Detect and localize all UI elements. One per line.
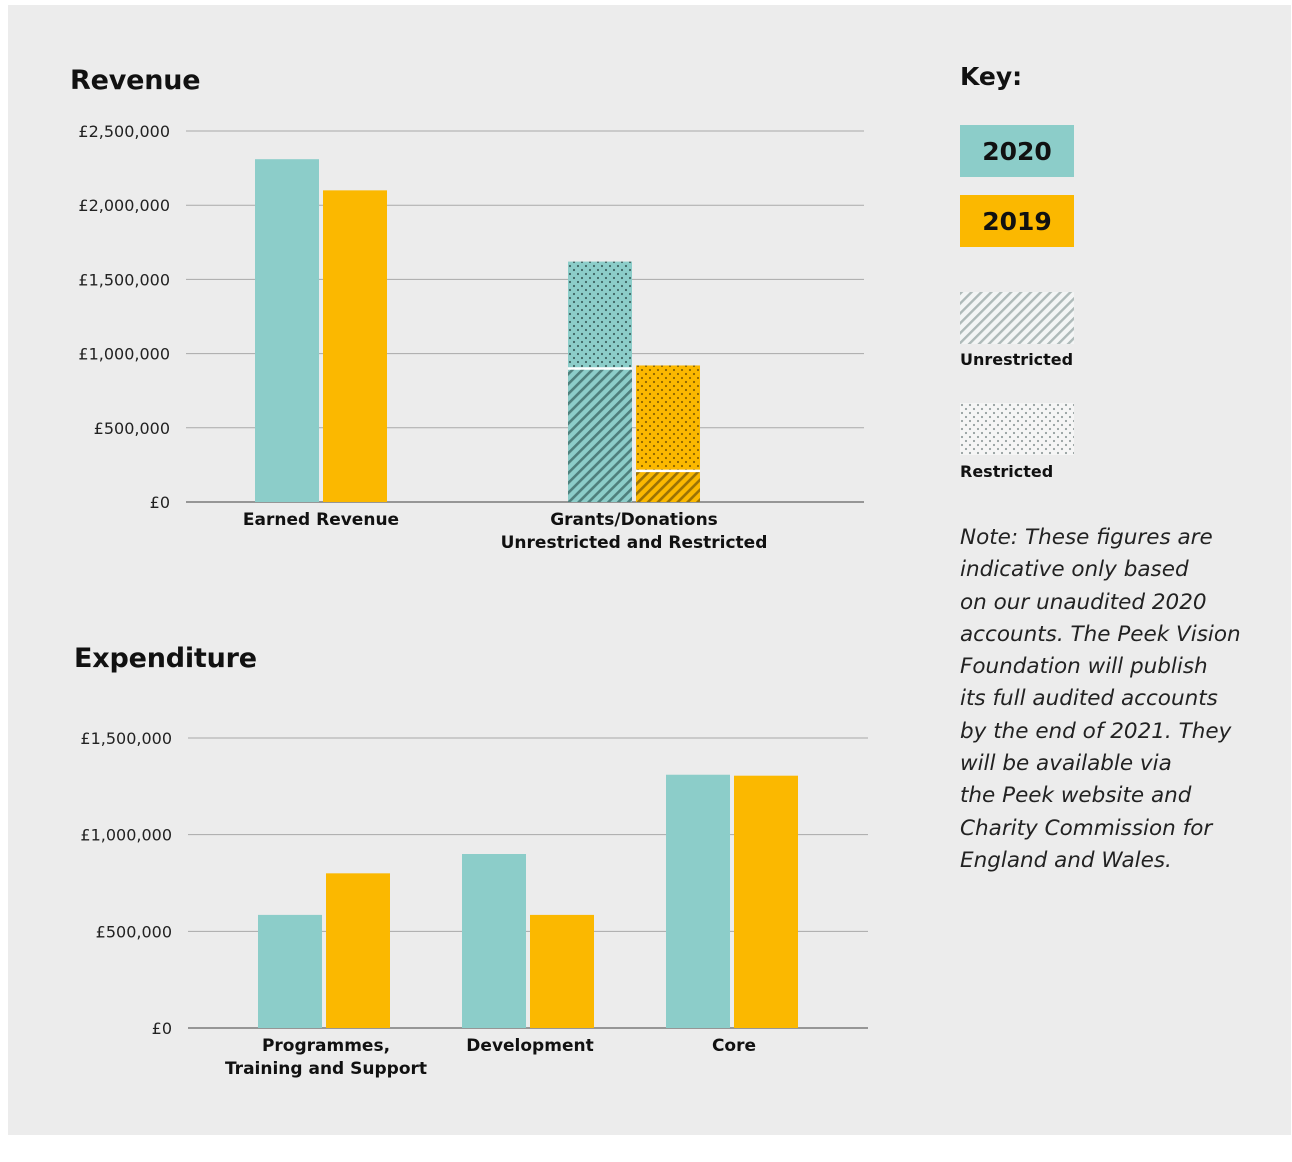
unrestricted-label: Unrestricted <box>960 350 1074 369</box>
bar-2019 <box>734 775 798 1028</box>
background-panel <box>8 5 1291 1135</box>
bar-2020 <box>255 159 319 503</box>
y-tick-label: £1,000,000 <box>78 345 170 364</box>
expenditure-title: Expenditure <box>74 643 257 674</box>
restricted-label: Restricted <box>960 462 1054 481</box>
legend-2019-label: 2019 <box>982 206 1052 236</box>
key-title: Key: <box>960 62 1023 91</box>
y-tick-label: £1,500,000 <box>80 729 172 748</box>
y-tick-label: £0 <box>150 493 170 512</box>
category-label: Programmes, <box>262 1036 390 1056</box>
revenue-title: Revenue <box>70 65 201 96</box>
bar-2020 <box>666 774 730 1028</box>
y-tick-label: £1,000,000 <box>80 826 172 845</box>
restricted-pattern-swatch <box>960 403 1074 455</box>
y-tick-label: £0 <box>152 1019 172 1038</box>
bar-2019 <box>323 190 387 503</box>
bar-2019 <box>326 873 390 1028</box>
unrestricted-pattern-swatch <box>960 292 1074 344</box>
bar-2020 <box>258 914 322 1028</box>
bar-2020-restricted <box>568 261 632 369</box>
expenditure-chart: £0 £500,000 £1,000,000 £1,500,000 Programmes… <box>80 729 868 1079</box>
category-label: Unrestricted and Restricted <box>501 533 768 553</box>
y-tick-label: £1,500,000 <box>78 270 170 289</box>
revenue-chart: £0 £500,000 £1,000,000 £1,500,000 £2,000,000… <box>78 122 864 553</box>
bar-2019-unrestricted <box>636 470 700 502</box>
category-label: Training and Support <box>225 1059 427 1079</box>
category-label: Grants/Donations <box>550 510 718 530</box>
bar-2020 <box>462 854 526 1028</box>
legend-2020-swatch: 2020 <box>960 125 1074 177</box>
y-tick-label: £2,000,000 <box>78 196 170 215</box>
bar-2019 <box>530 914 594 1028</box>
y-tick-label: £500,000 <box>96 922 172 941</box>
category-label: Earned Revenue <box>243 510 399 530</box>
y-tick-label: £500,000 <box>94 419 170 438</box>
bar-2019-restricted <box>636 365 700 471</box>
category-label: Development <box>466 1036 593 1056</box>
bar-2020-unrestricted <box>568 368 632 502</box>
legend-2020-label: 2020 <box>982 136 1052 166</box>
y-tick-label: £2,500,000 <box>78 122 170 141</box>
category-label: Core <box>712 1036 756 1056</box>
note-text: Note: These figures are indicative only … <box>960 525 1241 873</box>
legend-2019-swatch: 2019 <box>960 195 1074 247</box>
